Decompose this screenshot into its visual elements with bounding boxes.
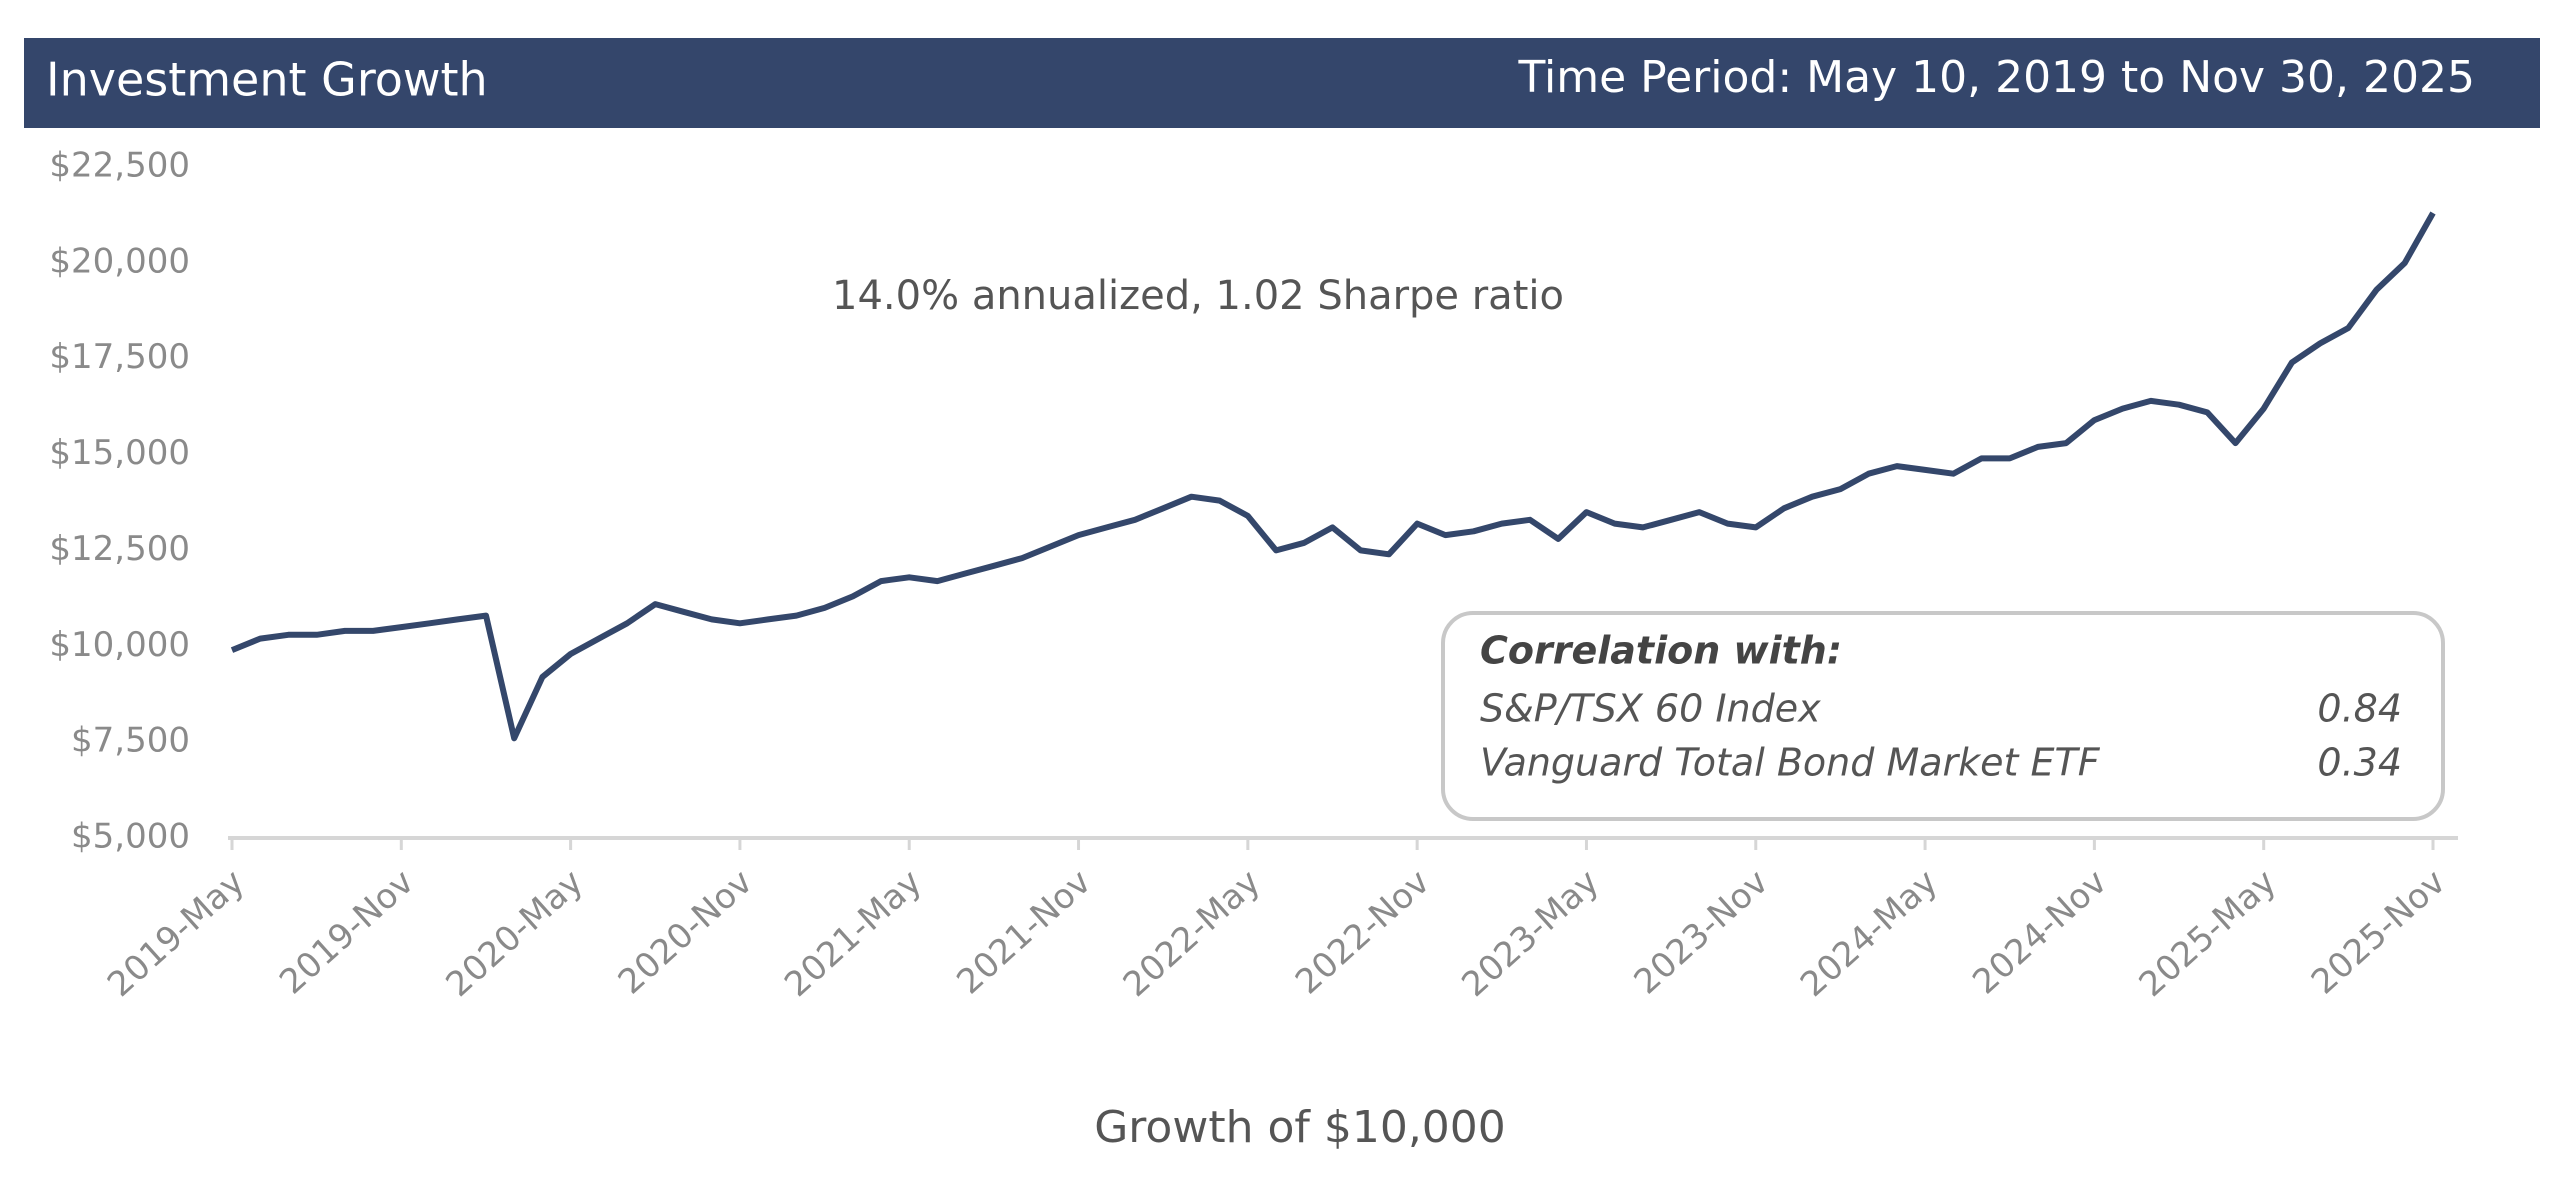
annotation: 14.0% annualized, 1.02 Sharpe ratio	[832, 273, 1564, 319]
x-axis-label: Growth of $10,000	[1094, 1102, 1506, 1153]
x-tick-label: 2025-Nov	[2304, 862, 2454, 1002]
y-tick-label: $22,500	[49, 146, 190, 186]
chart-title: Investment Growth	[46, 53, 488, 107]
x-tick-label: 2025-May	[2132, 862, 2284, 1005]
x-tick-label: 2019-May	[100, 862, 252, 1005]
series-line	[230, 211, 2436, 742]
y-tick-label: $17,500	[49, 337, 190, 377]
correlation-title: Correlation with:	[1480, 629, 1842, 673]
correlation-name: Vanguard Total Bond Market ETF	[1480, 741, 2101, 785]
x-tick-label: 2020-Nov	[611, 862, 761, 1002]
correlation-value: 0.84	[2317, 687, 2402, 731]
time-period: Time Period: May 10, 2019 to Nov 30, 202…	[1517, 52, 2475, 103]
x-tick-label: 2022-Nov	[1288, 862, 1438, 1002]
correlation-name: S&P/TSX 60 Index	[1480, 687, 1821, 731]
x-tick-label: 2023-Nov	[1627, 862, 1777, 1002]
correlation-box	[1441, 611, 2445, 821]
y-tick-label: $5,000	[71, 817, 190, 857]
x-tick-label: 2021-Nov	[949, 862, 1099, 1002]
x-tick-label: 2020-May	[439, 862, 591, 1005]
y-tick-label: $12,500	[49, 529, 190, 569]
x-tick-label: 2019-Nov	[272, 862, 422, 1002]
x-tick-label: 2023-May	[1454, 862, 1606, 1005]
y-tick-label: $20,000	[49, 241, 190, 281]
correlation-value: 0.34	[2317, 741, 2402, 785]
y-tick-label: $15,000	[49, 433, 190, 473]
x-tick-label: 2021-May	[777, 862, 929, 1005]
x-tick-label: 2024-May	[1793, 862, 1945, 1005]
header-bar	[24, 38, 2540, 128]
y-tick-label: $10,000	[49, 625, 190, 665]
y-tick-label: $7,500	[71, 721, 190, 761]
x-tick-label: 2024-Nov	[1965, 862, 2115, 1002]
x-tick-label: 2022-May	[1116, 862, 1268, 1005]
